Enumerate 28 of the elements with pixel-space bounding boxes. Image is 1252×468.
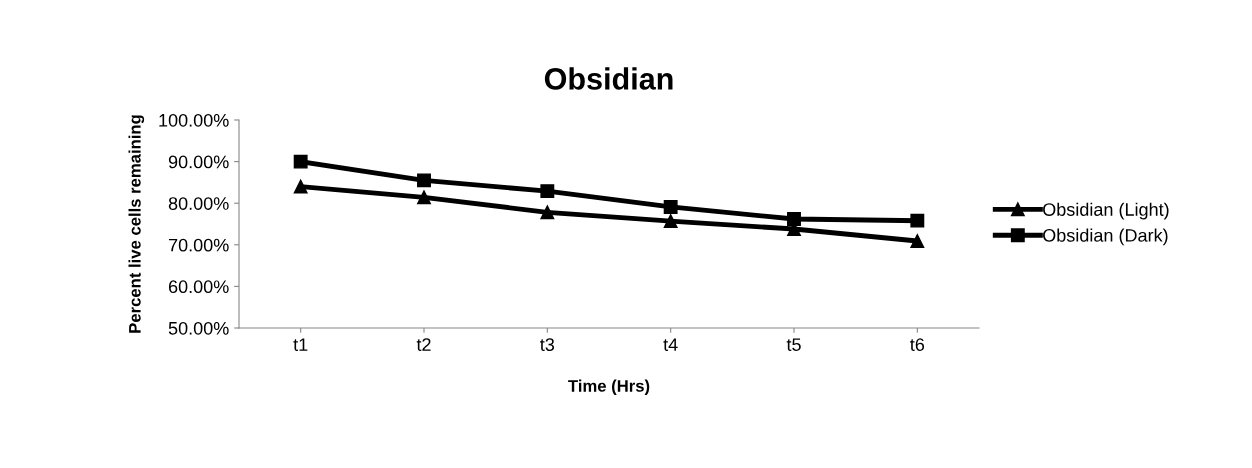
- x-tick-label: t6: [910, 338, 925, 351]
- point: [417, 190, 431, 205]
- chart-title: Obsidian: [544, 67, 673, 90]
- y-tick-label: 80.00%: [168, 197, 229, 210]
- legend-label: Obsidian (Light): [1043, 202, 1169, 220]
- x-tick-label: t5: [786, 338, 801, 351]
- x-tick-label: t3: [540, 338, 555, 351]
- y-tick-label: 90.00%: [168, 155, 229, 169]
- y-axis-title: Percent live cells remaining: [128, 115, 145, 333]
- x-tick-label: t2: [416, 338, 431, 351]
- x-tick-label: t1: [293, 338, 308, 351]
- point: [417, 173, 431, 188]
- x-axis-title: Time (Hrs): [568, 379, 650, 396]
- y-tick-label: 50.00%: [168, 321, 229, 335]
- point: [663, 214, 678, 229]
- point: [787, 212, 801, 226]
- point: [910, 234, 925, 249]
- y-tick-label: 100.00%: [159, 113, 229, 127]
- y-tick-label: 60.00%: [168, 280, 229, 294]
- point: [540, 205, 555, 220]
- point: [663, 199, 678, 214]
- point: [540, 184, 555, 199]
- point: [910, 213, 925, 228]
- x-tick-label: t4: [663, 338, 678, 351]
- legend-label: Obsidian (Dark): [1043, 228, 1168, 246]
- point: [293, 154, 308, 169]
- y-tick-label: 70.00%: [168, 238, 229, 252]
- point: [293, 179, 308, 194]
